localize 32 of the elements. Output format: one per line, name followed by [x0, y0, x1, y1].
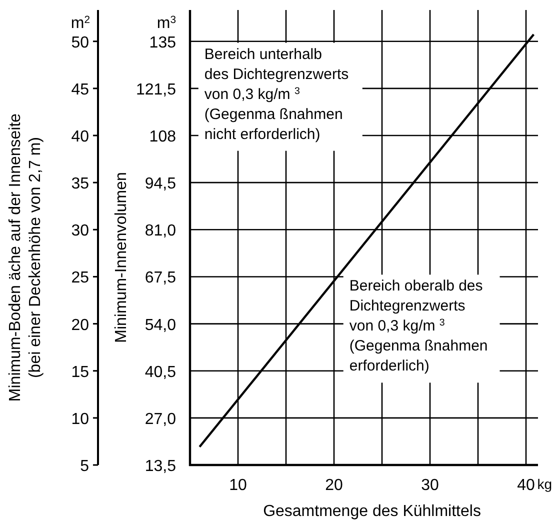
text: kg: [537, 476, 552, 492]
y-tick-label: 40,5: [144, 364, 176, 381]
y2-tick-label: 20: [71, 316, 90, 334]
y-tick-label: 108: [149, 128, 176, 146]
x-tick-label: 20: [325, 477, 343, 494]
annotation: Bereich unterhalb des Dichtegrenzwerts von 0,3 kg/m $^{3}$ (Gegenma ßnahmen nicht erforderlich): [204, 46, 349, 143]
y-tick-label: 54,0: [144, 316, 176, 334]
annotation: Bereich oberalb des Dichtegrenzwerts von 0,3 kg/m $^{3}$ (Gegenma ßnahmen erforderlich): [349, 278, 488, 375]
y-tick-label: 121,5: [136, 81, 176, 98]
y2-tick-label: 50: [71, 34, 90, 52]
text: m$^{3}$: [156, 14, 176, 32]
y-axis-title: Minimum-Innenvolumen: [113, 172, 130, 343]
x-tick-label: 40: [517, 477, 535, 494]
x-axis-title: Gesamtmenge des Kühlmittels: [263, 503, 481, 520]
y-tick-label: 135: [149, 34, 176, 52]
y2-tick-label: 35: [71, 176, 90, 193]
text: m$^{2}$: [70, 14, 90, 32]
y-tick-label: 81,0: [144, 222, 176, 240]
y2-tick-label: 25: [71, 270, 90, 287]
y-tick-label: 67,5: [144, 270, 176, 287]
y2-tick-label: 10: [71, 410, 90, 428]
y2-tick-label: 15: [71, 364, 90, 381]
y-tick-label: 94,5: [144, 176, 176, 193]
x-tick-label: 10: [229, 477, 247, 494]
y-tick-label: 13,5: [144, 458, 176, 475]
y-tick-label: 27,0: [144, 410, 176, 428]
y2-tick-label: 40: [71, 128, 90, 146]
y2-tick-label: 5: [80, 458, 90, 475]
y2-tick-label: 45: [71, 81, 90, 98]
y2-axis-title: Minimum-Boden äche auf der Innenseite (bei einer Deckenhöhe von 2,7 m): [7, 113, 44, 402]
y2-tick-label: 30: [71, 222, 90, 240]
x-tick-label: 30: [421, 477, 439, 494]
